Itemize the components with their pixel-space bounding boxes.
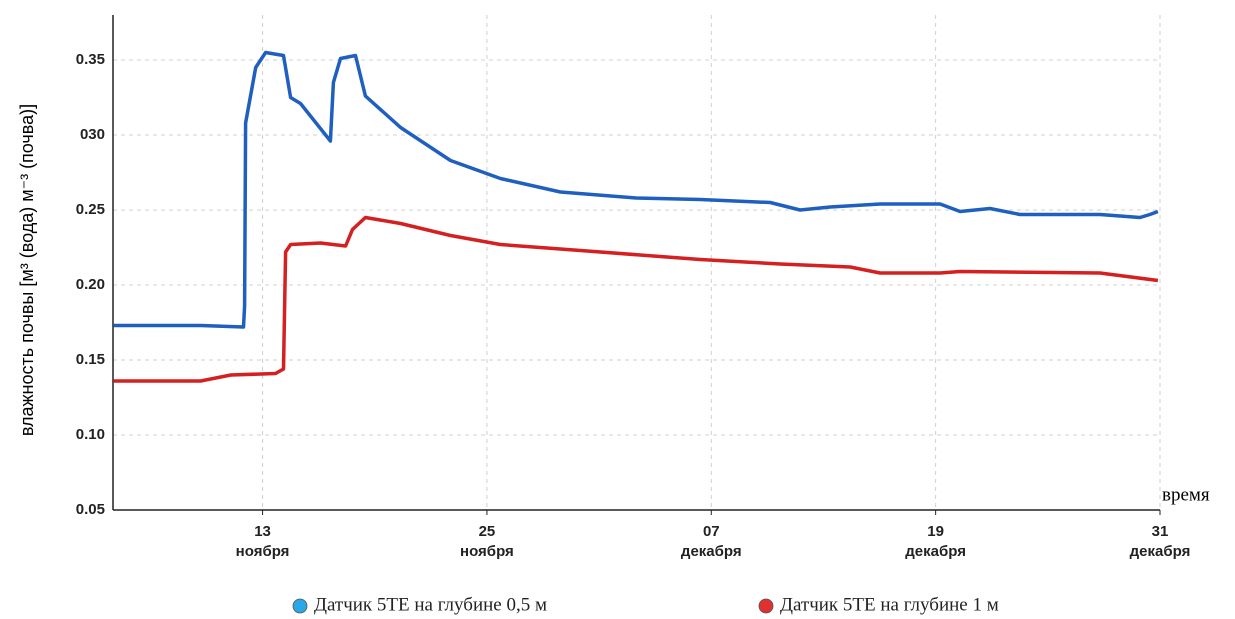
y-tick-label: 0.10: [76, 426, 105, 443]
y-tick-label: 0.20: [76, 276, 105, 293]
legend-marker: [292, 598, 308, 614]
y-tick-label: 0.05: [76, 501, 105, 518]
x-tick-label: 25 ноября: [460, 523, 514, 560]
y-tick-label: 0.15: [76, 351, 105, 368]
y-tick-label: 0.25: [76, 201, 105, 218]
legend-label: Датчик 5TE на глубине 0,5 м: [314, 594, 547, 615]
x-tick-label: 31 декабря: [1129, 523, 1191, 560]
x-axis-label: время: [1162, 484, 1210, 505]
y-axis-label: влажность почвы [м³ (вода) м⁻³ (почва)]: [17, 104, 37, 436]
y-tick-label: 030: [80, 126, 105, 143]
x-tick-label: 07 декабря: [680, 523, 742, 560]
line: [113, 215, 1159, 383]
legend-marker: [758, 598, 774, 614]
x-tick-label: 19 декабря: [905, 523, 966, 560]
x-tick-label: 13 ноября: [235, 523, 290, 560]
y-tick-label: 0.35: [76, 51, 105, 68]
legend-label: Датчик 5TE на глубине 1 м: [780, 594, 999, 615]
line: [113, 50, 1159, 329]
